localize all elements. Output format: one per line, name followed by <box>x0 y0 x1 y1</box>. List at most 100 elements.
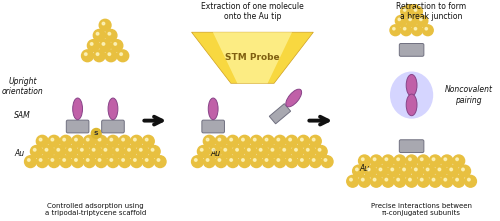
Circle shape <box>456 158 458 160</box>
Circle shape <box>396 15 406 26</box>
Circle shape <box>221 146 233 157</box>
Circle shape <box>96 53 99 55</box>
Circle shape <box>66 146 78 157</box>
Circle shape <box>54 146 66 157</box>
Circle shape <box>96 156 107 168</box>
Polygon shape <box>192 32 314 83</box>
Circle shape <box>401 6 411 17</box>
Circle shape <box>268 146 280 157</box>
Circle shape <box>417 15 428 26</box>
Circle shape <box>122 159 124 161</box>
Circle shape <box>86 159 89 161</box>
Circle shape <box>277 138 280 141</box>
Circle shape <box>92 149 95 151</box>
Circle shape <box>306 149 309 151</box>
Circle shape <box>286 135 298 147</box>
Circle shape <box>408 158 411 160</box>
Circle shape <box>362 178 364 181</box>
Circle shape <box>88 40 99 51</box>
Circle shape <box>458 165 470 177</box>
Circle shape <box>96 135 107 147</box>
Circle shape <box>316 146 327 157</box>
Circle shape <box>244 146 256 157</box>
Circle shape <box>136 146 148 157</box>
Circle shape <box>300 138 303 141</box>
Circle shape <box>142 156 154 168</box>
Circle shape <box>364 165 376 177</box>
Circle shape <box>242 159 244 161</box>
Circle shape <box>102 22 105 25</box>
Circle shape <box>370 175 382 187</box>
Circle shape <box>370 155 382 167</box>
Circle shape <box>28 159 30 161</box>
Circle shape <box>350 178 352 181</box>
Circle shape <box>90 146 101 157</box>
Circle shape <box>94 50 105 62</box>
Circle shape <box>310 156 321 168</box>
Circle shape <box>254 159 256 161</box>
Circle shape <box>274 135 286 147</box>
Circle shape <box>292 146 304 157</box>
Circle shape <box>412 25 422 36</box>
Circle shape <box>194 159 197 161</box>
Ellipse shape <box>108 98 118 120</box>
Ellipse shape <box>406 74 417 96</box>
Circle shape <box>397 158 400 160</box>
Circle shape <box>312 159 315 161</box>
Circle shape <box>397 178 400 181</box>
Circle shape <box>74 138 78 141</box>
Circle shape <box>374 158 376 160</box>
Circle shape <box>391 168 394 171</box>
Circle shape <box>84 135 96 147</box>
Text: Extraction of one molecule
onto the Au tip: Extraction of one molecule onto the Au t… <box>201 2 304 21</box>
Circle shape <box>450 168 452 171</box>
Circle shape <box>45 149 48 151</box>
Circle shape <box>406 175 417 187</box>
Circle shape <box>84 156 96 168</box>
Circle shape <box>385 158 388 160</box>
Circle shape <box>382 155 394 167</box>
Circle shape <box>420 178 423 181</box>
Circle shape <box>108 32 110 35</box>
Circle shape <box>441 155 453 167</box>
Circle shape <box>146 159 148 161</box>
Circle shape <box>125 146 136 157</box>
Circle shape <box>230 138 232 141</box>
FancyBboxPatch shape <box>400 140 424 152</box>
Circle shape <box>227 156 238 168</box>
Text: Retraction to form
a break junction: Retraction to form a break junction <box>396 2 466 21</box>
Circle shape <box>352 165 364 177</box>
Circle shape <box>218 159 220 161</box>
Circle shape <box>80 149 83 151</box>
Circle shape <box>90 43 93 45</box>
Circle shape <box>254 138 256 141</box>
Circle shape <box>204 135 215 147</box>
Circle shape <box>40 159 42 161</box>
Circle shape <box>453 155 464 167</box>
Circle shape <box>42 146 54 157</box>
Circle shape <box>414 28 416 30</box>
Circle shape <box>271 149 274 151</box>
Circle shape <box>107 135 119 147</box>
Circle shape <box>48 156 60 168</box>
Circle shape <box>204 156 215 168</box>
Circle shape <box>280 146 292 157</box>
Circle shape <box>379 168 382 171</box>
Text: S: S <box>94 131 98 136</box>
Circle shape <box>209 146 221 157</box>
Text: SAM: SAM <box>14 111 31 120</box>
Circle shape <box>238 135 250 147</box>
Circle shape <box>117 50 128 62</box>
Circle shape <box>63 159 66 161</box>
Circle shape <box>394 155 406 167</box>
Circle shape <box>390 25 401 36</box>
Circle shape <box>51 159 54 161</box>
Circle shape <box>224 149 226 151</box>
Circle shape <box>157 159 160 161</box>
Circle shape <box>404 28 406 30</box>
Circle shape <box>426 168 429 171</box>
Ellipse shape <box>390 72 433 119</box>
Circle shape <box>425 28 428 30</box>
Circle shape <box>200 149 203 151</box>
Polygon shape <box>213 32 292 83</box>
